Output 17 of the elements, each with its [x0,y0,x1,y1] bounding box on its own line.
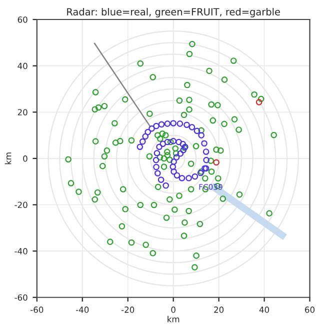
y-tick-label: -20 [14,202,28,208]
x-tick-label: 0 [171,306,176,313]
x-tick-label: -40 [76,306,89,313]
x-tick-label: 40 [259,306,270,313]
x-tick-label: 20 [214,306,224,313]
y-tick-label: -40 [14,248,28,254]
x-tick-label: -60 [30,306,44,313]
y-axis-title: km [4,152,12,164]
y-tick-label: -60 [14,294,28,301]
x-axis-title: km [168,316,180,322]
y-tick-label: 40 [18,62,28,70]
x-tick-label: -20 [121,306,134,313]
y-tick-label: 60 [18,16,28,23]
y-tick-label: 20 [18,109,28,116]
x-tick-label: 60 [305,306,315,313]
chart-title: Radar: blue=real, green=FRUIT, red=garble [67,8,280,18]
y-tick-label: 0 [23,155,28,162]
